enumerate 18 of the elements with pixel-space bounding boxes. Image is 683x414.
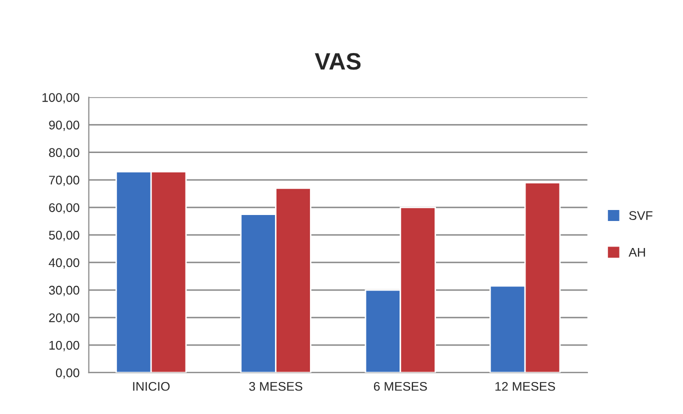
y-tick-label: 30,00 bbox=[48, 286, 80, 296]
legend-label: AH bbox=[628, 248, 645, 257]
x-tick-label: 12 MESES bbox=[495, 382, 556, 391]
y-tick-label: 70,00 bbox=[49, 176, 80, 186]
y-tick-label: 50,00 bbox=[48, 230, 80, 242]
legend-label: SVF bbox=[629, 211, 652, 220]
y-tick-label: 40,00 bbox=[48, 258, 80, 269]
chart-title: VAS bbox=[314, 53, 361, 70]
x-tick-label: INICIO bbox=[133, 382, 170, 391]
y-tick-label: 100,00 bbox=[42, 93, 80, 104]
x-tick-label: 6 MESES bbox=[374, 382, 427, 391]
y-tick-label: 90,00 bbox=[49, 120, 80, 131]
y-tick-label: 60,00 bbox=[49, 203, 80, 214]
y-tick-label: 80,00 bbox=[49, 148, 80, 158]
x-tick-label: 3 MESES bbox=[249, 382, 302, 391]
y-tick-label: 20,00 bbox=[49, 313, 80, 324]
y-tick-label: 0,00 bbox=[56, 368, 80, 379]
y-tick-label: 10,00 bbox=[49, 340, 80, 352]
